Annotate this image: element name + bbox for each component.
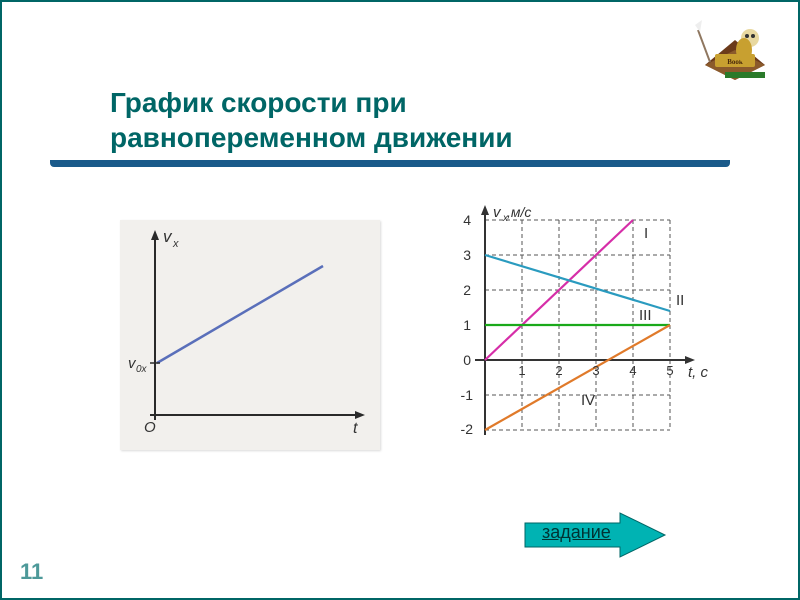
svg-text:II: II: [676, 292, 684, 309]
svg-text:-2: -2: [461, 421, 474, 437]
svg-text:0: 0: [463, 352, 471, 368]
bookworm-icon: Book: [680, 10, 780, 85]
svg-text:I: I: [644, 225, 648, 242]
svg-text:t: t: [353, 420, 358, 437]
svg-text:1: 1: [463, 317, 471, 333]
svg-text:x: x: [172, 238, 179, 250]
svg-text:v: v: [493, 205, 502, 221]
chart-left-svg: v x v 0x O t: [120, 220, 380, 450]
slide-number: 11: [20, 559, 43, 585]
svg-text:3: 3: [592, 363, 599, 378]
arrow-label: задание: [542, 522, 611, 543]
svg-text:2: 2: [463, 282, 471, 298]
svg-text:,м/с: ,м/с: [507, 205, 531, 220]
slide-title: График скорости при равнопеременном движ…: [110, 85, 513, 155]
svg-text:0x: 0x: [136, 364, 148, 375]
svg-text:-1: -1: [461, 387, 474, 403]
svg-text:1: 1: [518, 363, 525, 378]
svg-text:III: III: [639, 307, 652, 324]
svg-text:O: O: [144, 419, 156, 436]
task-arrow-button[interactable]: задание: [520, 510, 670, 560]
title-underline: [50, 160, 730, 167]
svg-text:5: 5: [666, 363, 673, 378]
chart-right: v x ,м/с t, с 4 3 2 1 0 -1 -2 1 2 3 4 5 …: [445, 205, 725, 450]
title-line1: График скорости при: [110, 87, 407, 118]
svg-text:3: 3: [463, 247, 471, 263]
svg-text:v: v: [163, 227, 173, 246]
svg-text:IV: IV: [581, 392, 595, 409]
svg-text:4: 4: [629, 363, 636, 378]
svg-text:2: 2: [555, 363, 562, 378]
svg-text:t, с: t, с: [688, 364, 709, 381]
svg-text:4: 4: [463, 212, 471, 228]
chart-right-svg: v x ,м/с t, с 4 3 2 1 0 -1 -2 1 2 3 4 5 …: [445, 205, 725, 450]
title-line2: равнопеременном движении: [110, 122, 513, 153]
chart-left: v x v 0x O t: [120, 220, 380, 450]
